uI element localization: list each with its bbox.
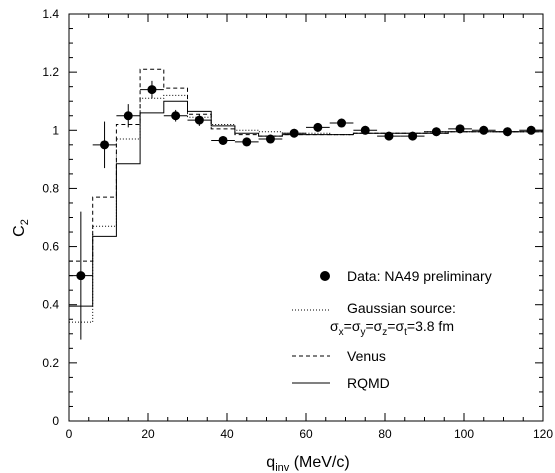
histogram-series-solid <box>69 100 543 307</box>
y-tick-label: 1.2 <box>42 65 59 79</box>
data-point <box>289 128 299 138</box>
y-axis-label-sub: 2 <box>19 219 31 225</box>
data-point <box>360 125 370 135</box>
data-point <box>408 131 418 141</box>
data-point <box>76 271 86 281</box>
data-point <box>337 118 347 128</box>
x-tick-label: 60 <box>299 427 313 441</box>
data-point <box>265 134 275 144</box>
data-point <box>455 124 465 134</box>
x-axis-label-sub: inv <box>275 462 290 473</box>
y-tick-label: 1 <box>52 123 59 137</box>
data-series <box>69 80 543 340</box>
data-point <box>194 115 204 125</box>
svg-text:C2: C2 <box>11 219 31 237</box>
data-point <box>100 140 110 150</box>
data-point <box>526 125 536 135</box>
data-point <box>218 135 228 145</box>
legend-data-label: Data: NA49 preliminary <box>347 268 492 284</box>
x-tick-label: 20 <box>141 427 155 441</box>
y-tick-label: 1.4 <box>42 7 59 21</box>
x-axis-label: qinv (MeV/c) <box>266 454 349 473</box>
y-axis-label-main: C <box>11 225 28 237</box>
y-tick-label: 0.2 <box>42 356 59 370</box>
x-axis-label-unit: (MeV/c) <box>289 454 349 471</box>
x-tick-label: 80 <box>378 427 392 441</box>
plot-area-border <box>68 13 544 422</box>
y-tick-label: 0.8 <box>42 181 59 195</box>
legend-data-marker <box>320 271 330 281</box>
y-tick-label: 0.4 <box>42 298 59 312</box>
legend-gauss-label-2: σx=σy=σz=σt=3.8 fm <box>330 318 454 338</box>
data-point <box>502 127 512 137</box>
data-point <box>242 137 252 147</box>
data-point <box>147 85 157 95</box>
x-tick-label: 0 <box>66 427 73 441</box>
x-tick-label: 120 <box>533 427 553 441</box>
plot-frame <box>68 13 544 422</box>
legend-venus-label: Venus <box>347 348 386 364</box>
x-tick-label: 40 <box>220 427 234 441</box>
data-point <box>479 125 489 135</box>
data-point <box>431 127 441 137</box>
model-histograms <box>69 68 543 323</box>
data-point <box>313 122 323 132</box>
legend-rqmd-label: RQMD <box>347 375 390 391</box>
axis-ticks: 0 20 40 60 80 100 120 0 0.2 0.4 0.6 0.8 1 1.2 1.4 <box>42 7 553 441</box>
x-axis-label-main: q <box>266 454 275 471</box>
data-point <box>171 111 181 121</box>
data-point <box>123 111 133 121</box>
histogram-series-dashed <box>69 68 543 262</box>
legend: Data: NA49 preliminary Gaussian source: … <box>292 268 492 391</box>
legend-gauss-label: Gaussian source: <box>347 300 456 316</box>
x-tick-label: 100 <box>454 427 474 441</box>
y-tick-label: 0.6 <box>42 240 59 254</box>
y-axis-label: C2 <box>11 219 31 237</box>
data-point <box>384 131 394 141</box>
y-tick-label: 0 <box>52 414 59 428</box>
